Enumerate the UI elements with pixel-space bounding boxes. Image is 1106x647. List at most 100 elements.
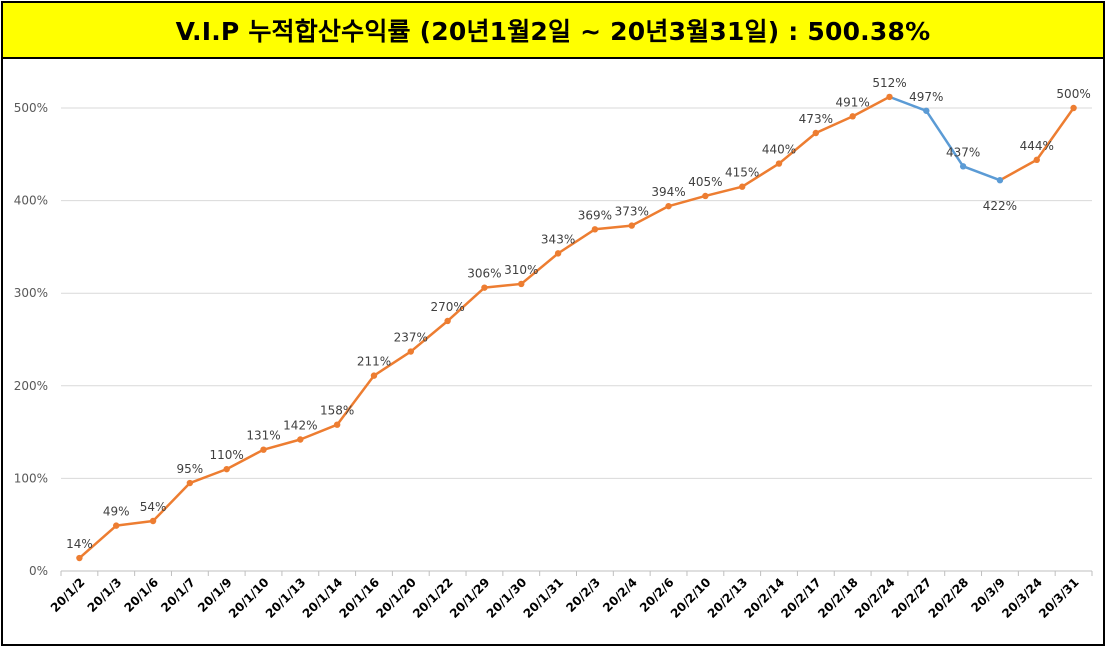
- data-point: [333, 421, 341, 428]
- series-segment: [225, 448, 265, 471]
- data-point: [665, 202, 672, 210]
- series-segment: [998, 158, 1039, 182]
- x-tick-label: 20/2/3: [563, 575, 603, 615]
- series-segment: [777, 131, 818, 165]
- data-label: 14%: [66, 537, 93, 551]
- data-point: [812, 129, 820, 137]
- data-point: [297, 436, 304, 443]
- series-segment: [188, 467, 228, 485]
- data-point: [923, 107, 930, 114]
- y-tick-label: 100%: [14, 471, 48, 485]
- series-segment: [888, 95, 928, 113]
- data-label: 142%: [283, 419, 317, 433]
- data-label: 131%: [246, 429, 280, 443]
- y-tick-label: 400%: [14, 194, 48, 208]
- data-point: [113, 522, 120, 529]
- series-segment: [335, 374, 376, 426]
- chart-title: V.I.P 누적합산수익률 (20년1월2일 ~ 20년3월31일) : 500…: [175, 17, 931, 46]
- series-segment: [851, 95, 891, 118]
- data-point: [149, 517, 157, 525]
- data-point: [1070, 104, 1077, 112]
- series-segment: [520, 252, 560, 286]
- series-segment: [299, 423, 339, 441]
- x-tick-label: 20/1/7: [158, 575, 198, 615]
- series-segment: [1035, 106, 1075, 162]
- data-point: [959, 163, 967, 170]
- data-label: 415%: [725, 166, 759, 180]
- data-point: [775, 160, 783, 167]
- series-segment: [593, 224, 633, 231]
- series-segment: [372, 350, 413, 377]
- series-segment: [114, 519, 155, 527]
- data-label: 310%: [504, 263, 538, 277]
- series-segment: [961, 165, 1002, 182]
- data-point: [260, 446, 267, 453]
- data-label: 110%: [210, 448, 244, 462]
- x-tick-label: 20/3/31: [1036, 575, 1082, 621]
- data-point: [481, 284, 488, 291]
- data-point: [554, 250, 562, 257]
- series-segment: [409, 319, 449, 353]
- data-label: 373%: [615, 205, 649, 219]
- data-point: [886, 93, 893, 101]
- x-tick-label: 20/1/31: [521, 575, 567, 621]
- data-point: [996, 177, 1004, 184]
- data-label: 211%: [357, 355, 391, 369]
- data-point: [186, 479, 194, 487]
- x-tick-label: 20/1/6: [121, 575, 161, 615]
- data-label: 369%: [578, 208, 612, 222]
- data-point: [444, 317, 451, 325]
- data-label: 49%: [103, 505, 130, 519]
- x-tick-label: 20/1/3: [85, 575, 125, 615]
- series-segment: [446, 286, 486, 323]
- series-segment: [740, 162, 781, 188]
- data-point: [591, 226, 599, 233]
- data-label: 497%: [909, 90, 943, 104]
- data-label: 512%: [872, 76, 906, 90]
- x-tick-label: 20/1/2: [48, 575, 88, 615]
- data-point: [628, 222, 635, 229]
- series-segment: [814, 115, 854, 135]
- data-label: 343%: [541, 232, 575, 246]
- data-label: 444%: [1020, 139, 1054, 153]
- series-segment: [78, 524, 118, 560]
- series-segment: [667, 194, 707, 208]
- data-point: [407, 348, 415, 355]
- y-tick-label: 200%: [14, 379, 48, 393]
- line-chart: 0% 100% 200% 300% 400% 500% 20/1/220/1/320/1/6…: [14, 76, 1093, 621]
- series-segment: [556, 228, 597, 255]
- series-segment: [630, 204, 670, 227]
- data-label: 95%: [177, 462, 204, 476]
- data-point: [1033, 156, 1040, 164]
- data-label: 422%: [983, 199, 1017, 213]
- data-label: 306%: [467, 267, 501, 281]
- x-tick-label: 20/2/28: [926, 575, 972, 621]
- data-label: 270%: [430, 300, 464, 314]
- y-tick-label: 300%: [14, 286, 48, 300]
- data-point: [702, 192, 709, 200]
- data-point: [76, 554, 83, 562]
- title-bar: V.I.P 누적합산수익률 (20년1월2일 ~ 20년3월31일) : 500…: [3, 3, 1103, 59]
- data-label: 440%: [762, 143, 796, 157]
- y-tick-label: 0%: [29, 564, 48, 578]
- data-label: 473%: [799, 112, 833, 126]
- data-label: 158%: [320, 404, 354, 418]
- data-label: 405%: [688, 175, 722, 189]
- series-segment: [925, 109, 965, 168]
- data-point: [370, 372, 378, 379]
- data-point: [518, 280, 525, 288]
- data-point: [223, 465, 230, 473]
- data-label: 437%: [946, 145, 980, 159]
- series-segment: [151, 481, 192, 523]
- data-label: 394%: [651, 185, 685, 199]
- data-point: [738, 183, 746, 190]
- data-point: [849, 113, 856, 120]
- data-label: 237%: [394, 331, 428, 345]
- data-label: 491%: [836, 95, 870, 109]
- x-tick-label: 20/2/4: [600, 575, 640, 615]
- y-tick-label: 500%: [14, 101, 48, 115]
- data-label: 54%: [140, 500, 167, 514]
- series-segment: [262, 438, 302, 451]
- data-label: 500%: [1056, 87, 1090, 101]
